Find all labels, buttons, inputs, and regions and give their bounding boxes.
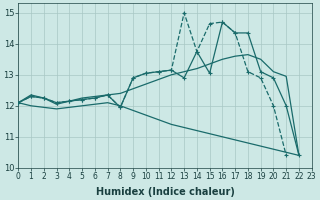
X-axis label: Humidex (Indice chaleur): Humidex (Indice chaleur) (96, 187, 235, 197)
